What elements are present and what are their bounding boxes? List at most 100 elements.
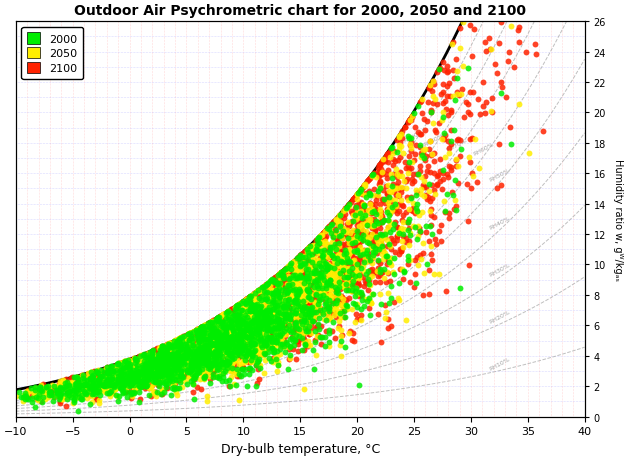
2000 <box>312 241 322 249</box>
2050 <box>209 334 219 341</box>
2100 <box>209 325 219 332</box>
2000 <box>88 374 98 381</box>
2100 <box>271 317 282 325</box>
2050 <box>154 344 164 352</box>
2100 <box>433 172 443 179</box>
2050 <box>19 392 29 399</box>
2050 <box>228 341 238 348</box>
2100 <box>189 347 199 355</box>
2100 <box>354 291 364 298</box>
2100 <box>132 357 142 364</box>
2000 <box>131 357 141 364</box>
2050 <box>311 285 321 292</box>
2050 <box>83 369 93 377</box>
2050 <box>326 270 336 277</box>
2050 <box>245 314 255 321</box>
2000 <box>69 397 79 404</box>
2100 <box>273 309 283 317</box>
2000 <box>203 341 213 349</box>
2000 <box>223 358 233 366</box>
2100 <box>372 192 382 200</box>
2050 <box>295 294 305 301</box>
2050 <box>256 349 266 357</box>
2100 <box>229 350 239 357</box>
2050 <box>201 337 211 344</box>
2000 <box>140 353 150 360</box>
2100 <box>126 368 136 375</box>
2050 <box>268 286 278 294</box>
2000 <box>156 353 166 361</box>
2050 <box>273 271 283 279</box>
2100 <box>270 297 280 304</box>
2100 <box>257 351 267 358</box>
2050 <box>230 332 240 339</box>
2000 <box>267 345 277 352</box>
2050 <box>217 350 227 358</box>
2050 <box>223 340 233 347</box>
2050 <box>167 352 177 359</box>
2100 <box>65 381 75 388</box>
2100 <box>335 294 345 302</box>
2000 <box>126 381 136 389</box>
2050 <box>100 378 110 386</box>
2100 <box>330 269 340 276</box>
2000 <box>262 295 272 302</box>
2000 <box>161 354 171 361</box>
2000 <box>132 378 142 385</box>
2100 <box>381 196 391 203</box>
2050 <box>288 273 298 280</box>
2100 <box>377 247 387 254</box>
2000 <box>263 313 273 321</box>
2050 <box>201 321 211 329</box>
2000 <box>314 314 324 322</box>
2000 <box>218 340 228 347</box>
2050 <box>177 341 187 349</box>
2100 <box>213 355 223 363</box>
2000 <box>171 359 181 366</box>
2000 <box>302 286 312 293</box>
2100 <box>76 378 87 386</box>
2100 <box>487 95 497 103</box>
2050 <box>261 341 271 348</box>
2100 <box>135 357 145 364</box>
2100 <box>288 309 298 316</box>
2000 <box>211 315 221 323</box>
2000 <box>266 339 277 346</box>
2000 <box>143 375 153 383</box>
2000 <box>115 381 125 388</box>
2100 <box>224 336 234 344</box>
2100 <box>352 263 362 271</box>
2100 <box>247 321 257 329</box>
2000 <box>403 227 413 234</box>
2050 <box>311 352 321 359</box>
2050 <box>282 289 292 296</box>
2050 <box>174 335 184 342</box>
2050 <box>218 342 228 350</box>
2050 <box>155 360 165 368</box>
2100 <box>377 244 387 251</box>
2050 <box>72 389 82 396</box>
2050 <box>71 394 81 402</box>
2000 <box>187 338 198 345</box>
2100 <box>181 363 191 370</box>
2050 <box>331 292 341 300</box>
2100 <box>288 346 298 353</box>
2100 <box>367 255 377 263</box>
2100 <box>173 360 183 367</box>
2050 <box>229 334 239 341</box>
2000 <box>154 370 164 377</box>
2000 <box>233 366 243 373</box>
2050 <box>195 340 205 347</box>
2000 <box>132 369 142 377</box>
2100 <box>221 340 231 347</box>
2100 <box>297 275 307 283</box>
2050 <box>224 359 234 366</box>
2050 <box>210 330 220 337</box>
2050 <box>355 187 365 195</box>
2100 <box>293 293 303 300</box>
2050 <box>184 373 194 380</box>
2000 <box>446 138 456 145</box>
2000 <box>160 362 170 369</box>
2050 <box>287 312 297 319</box>
2000 <box>225 333 235 341</box>
